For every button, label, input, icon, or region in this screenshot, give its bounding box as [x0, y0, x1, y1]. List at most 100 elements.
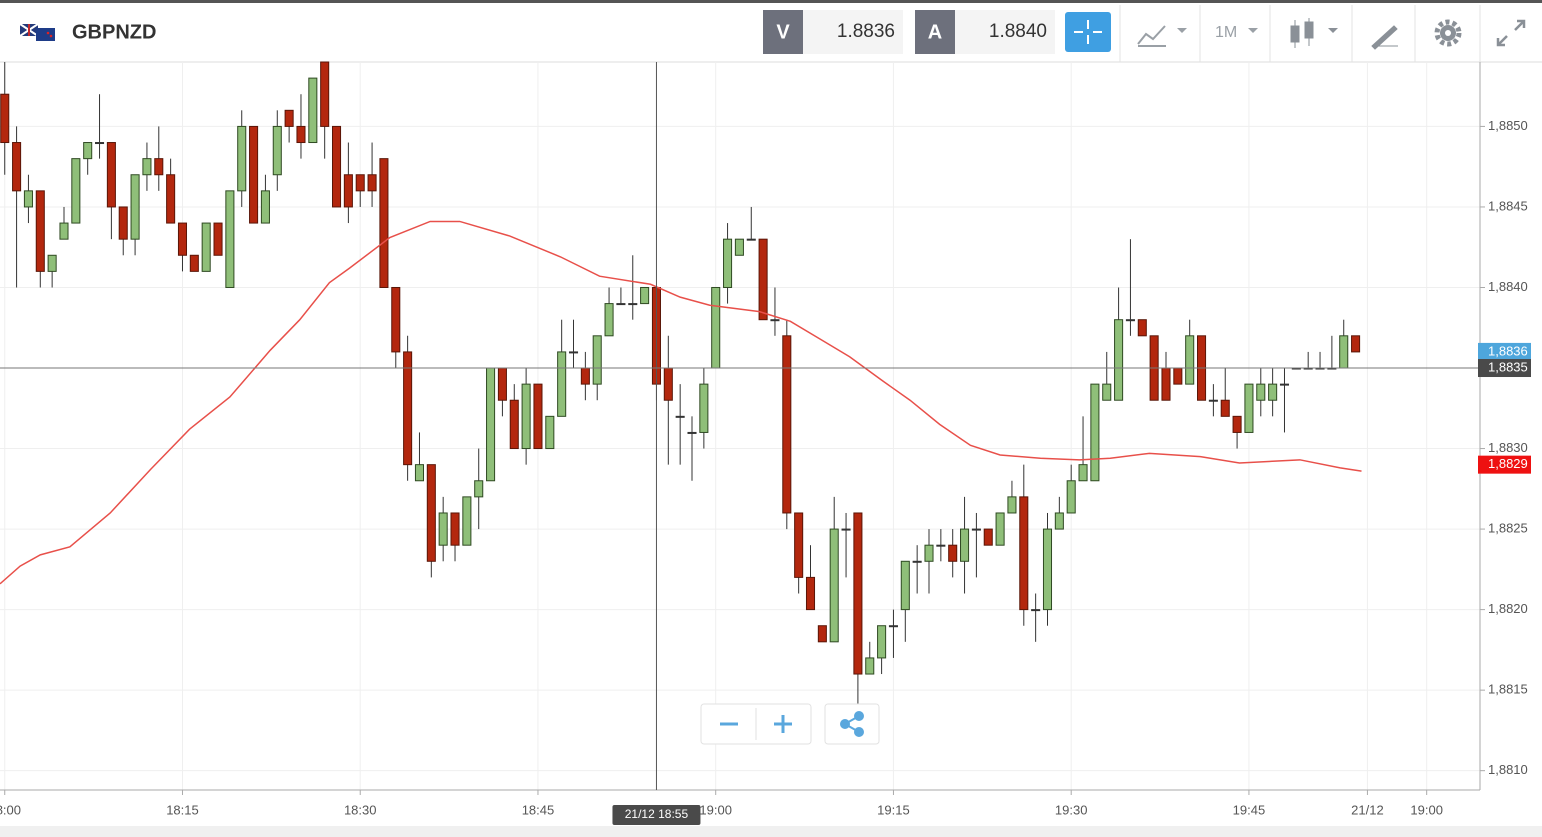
- share-button[interactable]: [840, 711, 864, 737]
- collapse-button[interactable]: [1496, 19, 1526, 47]
- candle-body: [1244, 383, 1254, 433]
- draw-button[interactable]: [1371, 25, 1398, 50]
- candle-body: [723, 238, 733, 288]
- crosshair-x-label-box: [612, 805, 701, 825]
- y-tick-label: 1,8810: [1488, 762, 1528, 777]
- ask-label: A: [928, 21, 942, 43]
- candle-body: [782, 335, 792, 514]
- bid-box: [803, 10, 903, 54]
- candle-body: [71, 158, 81, 224]
- candle-body: [1351, 335, 1361, 353]
- candle-body: [35, 190, 45, 272]
- candle-body: [1339, 335, 1349, 369]
- candle-body: [971, 528, 981, 531]
- y-tick-label: 1,8820: [1488, 601, 1528, 616]
- candle-body: [142, 158, 152, 176]
- candle-body: [95, 142, 105, 145]
- candle-body: [497, 367, 507, 401]
- candle-button[interactable]: [1290, 18, 1338, 48]
- crosshair-y-label-box: [1478, 359, 1531, 378]
- candle-body: [213, 222, 223, 256]
- timeframe[interactable]: 1M: [1215, 24, 1237, 41]
- candle-body: [177, 222, 188, 256]
- candle-body: [616, 303, 626, 306]
- candle-body: [900, 560, 910, 611]
- settings-button[interactable]: [1434, 19, 1462, 47]
- candle-body: [829, 528, 839, 643]
- y-tick-label: 1,8845: [1488, 198, 1528, 213]
- zoom-in-button[interactable]: [774, 715, 792, 733]
- candle-body: [936, 544, 946, 547]
- bid-button[interactable]: [763, 10, 803, 54]
- symbol: GBPNZD: [72, 21, 156, 43]
- candle-body: [604, 303, 614, 337]
- ask-price: 1.8840: [989, 21, 1047, 42]
- candle-body: [758, 238, 768, 321]
- candle-body: [1090, 383, 1100, 482]
- candle-body: [1232, 415, 1242, 433]
- zoom-controls: [700, 703, 880, 745]
- candle-body: [640, 286, 650, 305]
- x-tick-label: 18:45: [522, 802, 555, 817]
- x-tick-label: 19:15: [877, 802, 910, 817]
- candle-body: [450, 512, 460, 546]
- candle-body: [272, 125, 282, 176]
- candle-body: [1007, 496, 1017, 514]
- candle-body: [403, 351, 413, 466]
- candle-body: [948, 544, 958, 562]
- candle-body: [106, 142, 116, 208]
- price-label: 1,8836: [1488, 343, 1528, 358]
- price-label-box: [1478, 455, 1531, 474]
- candle-body: [533, 383, 543, 450]
- candle-body: [1256, 383, 1266, 401]
- candle-body: [1114, 319, 1124, 401]
- candle-body: [1042, 528, 1053, 611]
- y-tick-label: 1,8830: [1488, 440, 1528, 455]
- ask-button[interactable]: [915, 10, 955, 54]
- candle-body: [249, 125, 259, 224]
- candle-body: [379, 158, 389, 288]
- candle-body: [592, 335, 602, 385]
- candle-body: [296, 125, 306, 144]
- candle-body: [865, 657, 875, 675]
- candle-body: [794, 512, 804, 578]
- candle-body: [474, 480, 484, 498]
- candle-body: [983, 528, 993, 546]
- crosshair-button[interactable]: [1065, 12, 1111, 52]
- bottom-strip: [0, 826, 1542, 837]
- crosshair-y-label: 1,8835: [1488, 359, 1528, 374]
- candle-body: [47, 254, 57, 272]
- candle-body: [663, 367, 673, 401]
- candle-body: [1019, 496, 1029, 611]
- candle-body: [367, 174, 377, 192]
- candle-body: [1054, 512, 1064, 530]
- candle-body: [545, 415, 555, 450]
- candle-body: [877, 625, 887, 659]
- crosshair-x-label: 21/12 18:55: [625, 807, 689, 821]
- price-label-box: [1478, 342, 1531, 361]
- candle-body: [960, 528, 970, 562]
- candle-body: [1185, 335, 1195, 385]
- candle-body: [201, 222, 211, 272]
- candle-body: [23, 190, 33, 208]
- candle-body: [912, 560, 922, 563]
- candle-body: [995, 512, 1005, 546]
- candle-body: [1102, 383, 1112, 401]
- candle-body: [1173, 367, 1183, 385]
- x-tick-label: 19:45: [1233, 802, 1266, 817]
- candle-body: [770, 319, 780, 322]
- candle-body: [557, 351, 567, 417]
- candle-body: [414, 464, 425, 482]
- timeframe-arrow: [1248, 28, 1258, 33]
- y-tick-label: 1,8850: [1488, 118, 1528, 133]
- candle-body: [166, 174, 176, 224]
- chart-type-button[interactable]: [1137, 25, 1187, 47]
- y-tick-label: 1,8840: [1488, 279, 1528, 294]
- candle-body: [1031, 609, 1041, 612]
- moving-average-line: [0, 220, 1362, 585]
- candle-body: [1066, 480, 1076, 514]
- candle-body: [734, 238, 744, 256]
- candle-body: [118, 206, 128, 240]
- price-label: 1,8829: [1488, 456, 1528, 471]
